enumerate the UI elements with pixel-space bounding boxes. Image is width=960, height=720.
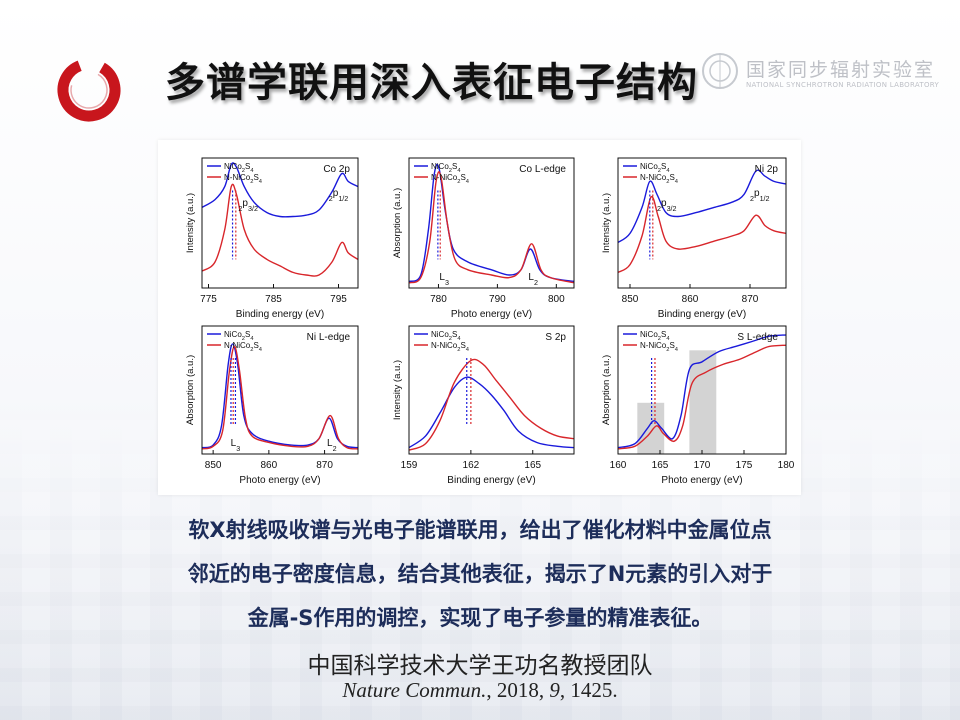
highlight-region	[689, 350, 717, 454]
x-axis-label: Binding energy (eV)	[658, 309, 746, 320]
x-tick-label: 870	[316, 460, 333, 471]
x-tick-label: 860	[261, 460, 278, 471]
citation-volume: 9	[549, 678, 560, 702]
x-tick-label: 180	[778, 460, 795, 471]
panel-1: 775 785 795 Binding energy (eV) Intensity (a…	[185, 157, 359, 320]
legend-entry: N-NiCo2S4	[640, 341, 679, 353]
x-tick-label: 790	[489, 294, 506, 305]
x-axis-label: Photo energy (eV)	[239, 475, 320, 486]
peak-annotation: 2p1/2	[329, 188, 349, 203]
x-axis-label: Binding energy (eV)	[447, 475, 535, 486]
research-team-credit: 中国科学技术大学王功名教授团队	[307, 653, 653, 679]
series-line	[201, 183, 359, 277]
series-line	[408, 358, 575, 451]
legend-entry: N-NiCo2S4	[431, 173, 470, 185]
peak-annotation: L2	[327, 438, 337, 453]
x-tick-label: 800	[548, 294, 565, 305]
x-axis-label: Photo energy (eV)	[661, 475, 742, 486]
caption-line-1: 软X射线吸收谱与光电子能谱联用，给出了催化材料中金属位点	[188, 518, 772, 542]
caption-line-2: 邻近的电子密度信息，结合其他表征，揭示了N元素的引入对于	[187, 562, 773, 586]
x-axis-label: Binding energy (eV)	[236, 309, 324, 320]
series-line	[201, 345, 359, 450]
series-line	[201, 343, 359, 449]
peak-annotation: 2p3/2	[657, 198, 677, 213]
plot-frame	[201, 157, 359, 289]
panel-3: 850 860 870 Binding energy (eV) Intensity (a…	[601, 157, 787, 320]
caption-line-3: 金属-S作用的调控，实现了电子参量的精准表征。	[247, 606, 713, 630]
x-tick-label: 780	[430, 294, 447, 305]
citation-pages: , 1425.	[559, 678, 618, 702]
x-tick-label: 165	[524, 460, 541, 471]
panel-label: Ni L-edge	[307, 332, 351, 343]
plot-frame	[201, 325, 359, 455]
plot-frame	[408, 325, 575, 455]
nsrl-logo-icon	[702, 53, 738, 89]
series-line	[617, 169, 787, 244]
panel-label: Co L-edge	[519, 164, 566, 175]
series-line	[408, 171, 575, 284]
panel-2: 780 790 800 Photo energy (eV) Absorption (a.…	[392, 157, 575, 320]
nsrl-name-cn: 国家同步辐射实验室	[746, 59, 936, 81]
x-tick-label: 850	[205, 460, 222, 471]
y-axis-label: Intensity (a.u.)	[601, 193, 612, 253]
nsrl-watermark: 国家同步辐射实验室 NATIONAL SYNCHROTRON RADIATION…	[700, 47, 940, 97]
panel-label: Co 2p	[323, 164, 350, 175]
legend-entry: N-NiCo2S4	[640, 173, 679, 185]
peak-annotation: 2p3/2	[238, 198, 258, 213]
y-axis-label: Intensity (a.u.)	[185, 193, 196, 253]
y-axis-label: Absorption (a.u.)	[601, 355, 612, 425]
legend-entry: NiCo2S4	[224, 162, 254, 174]
nsrl-name-en: NATIONAL SYNCHROTRON RADIATION LABORATOR…	[746, 81, 940, 89]
y-axis-label: Absorption (a.u.)	[392, 188, 403, 258]
x-tick-label: 170	[694, 460, 711, 471]
panel-6: 160 165 170 175 180 Photo energy (eV) Absorpti…	[601, 325, 795, 486]
y-axis-label: Absorption (a.u.)	[185, 355, 196, 425]
series-line	[617, 195, 787, 274]
citation-journal: Nature Commun.	[342, 678, 487, 702]
series-line	[617, 334, 787, 449]
plot-frame	[617, 157, 787, 289]
series-line	[408, 376, 575, 449]
legend-entry: N-NiCo2S4	[224, 341, 263, 353]
legend-entry: NiCo2S4	[640, 162, 670, 174]
spectra-figure: 775 785 795 Binding energy (eV) Intensity (a…	[158, 140, 801, 495]
x-tick-label: 775	[200, 294, 217, 305]
legend-entry: N-NiCo2S4	[431, 341, 470, 353]
x-tick-label: 870	[742, 294, 759, 305]
legend-entry: NiCo2S4	[640, 330, 670, 342]
series-line	[617, 344, 787, 450]
peak-annotation: L2	[528, 272, 538, 287]
series-line	[408, 163, 575, 283]
x-tick-label: 850	[622, 294, 639, 305]
peak-annotation: L3	[439, 272, 449, 287]
panel-4: 850 860 870 Photo energy (eV) Absorption (a.…	[185, 325, 359, 486]
panel-label: Ni 2p	[755, 164, 779, 175]
x-tick-label: 159	[401, 460, 418, 471]
legend-entry: N-NiCo2S4	[224, 173, 263, 185]
panel-label: S 2p	[545, 332, 566, 343]
peak-annotation: L3	[231, 438, 241, 453]
slide-title: 多谱学联用深入表征电子结构	[165, 60, 698, 106]
peak-annotation: 2p1/2	[750, 188, 770, 203]
x-tick-label: 860	[682, 294, 699, 305]
x-tick-label: 160	[610, 460, 627, 471]
citation: Nature Commun., 2018, 9, 1425.	[0, 678, 960, 703]
x-tick-label: 175	[736, 460, 753, 471]
panel-5: 159 162 165 Binding energy (eV) Intensity (a…	[392, 325, 575, 486]
x-axis-label: Photo energy (eV)	[451, 309, 532, 320]
series-line	[201, 162, 359, 218]
x-tick-label: 165	[652, 460, 669, 471]
ustc-logo-icon	[57, 58, 121, 122]
citation-year: , 2018,	[486, 678, 550, 702]
legend-entry: NiCo2S4	[224, 330, 254, 342]
caption-block: 软X射线吸收谱与光电子能谱联用，给出了催化材料中金属位点 邻近的电子密度信息，结…	[0, 508, 960, 640]
y-axis-label: Intensity (a.u.)	[392, 360, 403, 420]
x-tick-label: 162	[463, 460, 480, 471]
x-tick-label: 785	[265, 294, 282, 305]
x-tick-label: 795	[330, 294, 347, 305]
panel-label: S L-edge	[737, 332, 778, 343]
plot-frame	[408, 157, 575, 289]
legend-entry: NiCo2S4	[431, 330, 461, 342]
legend-entry: NiCo2S4	[431, 162, 461, 174]
